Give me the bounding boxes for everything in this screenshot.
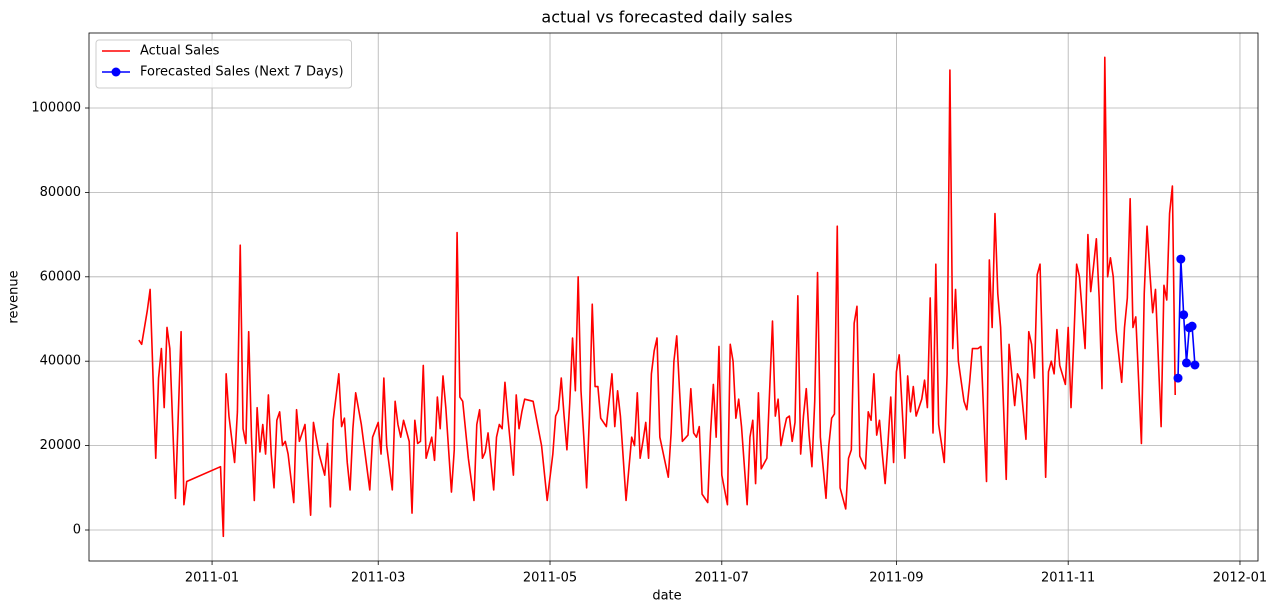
grid: 0 20000 40000 60000 80000 100000 2011-01 2011-0… [31, 33, 1267, 586]
data-point [1176, 254, 1186, 264]
legend-box [95, 39, 353, 89]
data-point [1181, 358, 1191, 368]
y-tick-label: 20000 [40, 438, 81, 453]
data-point [1190, 360, 1200, 370]
data-point [1173, 373, 1183, 383]
x-tick-label: 2011-07 [695, 571, 749, 586]
x-axis-label: date [652, 589, 681, 604]
x-tick-label: 2011-05 [523, 571, 577, 586]
y-tick-label: 60000 [40, 269, 81, 284]
y-axis-label: revenue [7, 270, 22, 323]
y-tick-label: 0 [73, 523, 81, 538]
legend-marker [111, 67, 121, 77]
x-tick-label: 2011-01 [185, 571, 239, 586]
axes-frame [88, 32, 1259, 562]
x-tick-label: 2012-01 [1213, 571, 1267, 586]
y-tick-label: 80000 [40, 185, 81, 200]
series-line [138, 56, 1176, 538]
x-tick-label: 2011-11 [1041, 571, 1095, 586]
x-tick-label: 2011-03 [351, 571, 405, 586]
x-tick-label: 2011-09 [869, 571, 923, 586]
plot-area [138, 56, 1200, 538]
data-point [1179, 310, 1189, 320]
chart-title: actual vs forecasted daily sales [541, 8, 792, 27]
data-point [1187, 321, 1197, 331]
legend: Actual Sales Forecasted Sales (Next 7 Day… [95, 39, 353, 89]
y-tick-label: 100000 [31, 101, 81, 116]
y-tick-label: 40000 [40, 354, 81, 369]
legend-label: Actual Sales [140, 44, 220, 59]
legend-label: Forecasted Sales (Next 7 Days) [140, 65, 344, 80]
